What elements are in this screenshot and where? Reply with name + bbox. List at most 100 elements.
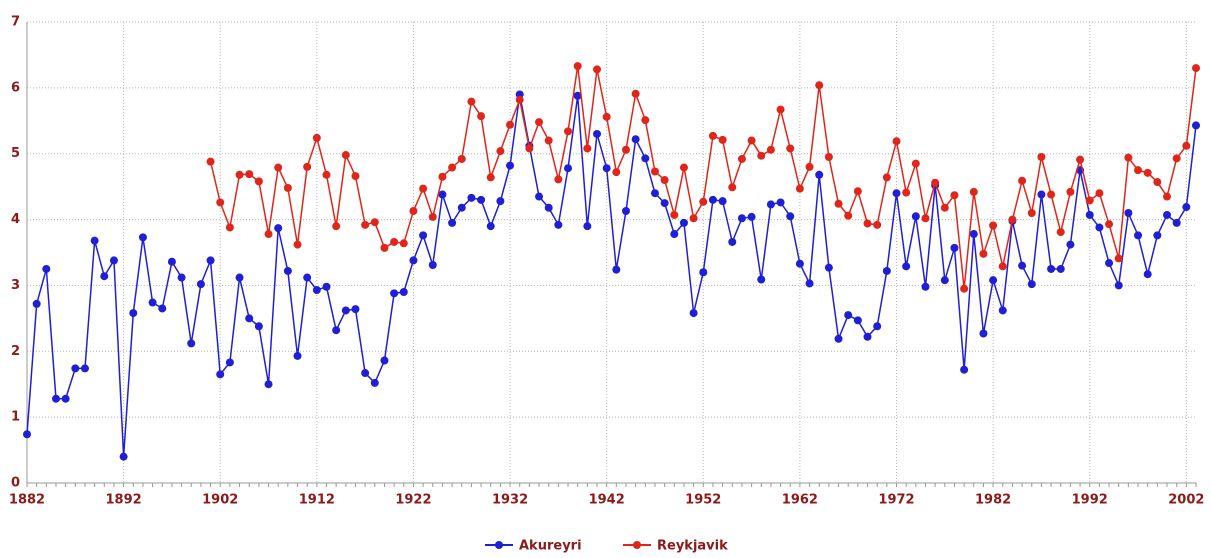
- data-point: [834, 199, 843, 208]
- y-tick-label: 5: [11, 146, 20, 161]
- data-point: [795, 259, 804, 268]
- data-point: [506, 161, 515, 170]
- data-point: [805, 279, 814, 288]
- x-tick-label: 1902: [202, 493, 238, 508]
- data-point: [380, 243, 389, 252]
- data-point: [641, 154, 650, 163]
- data-point: [544, 136, 553, 145]
- data-point: [786, 212, 795, 221]
- data-point: [882, 173, 891, 182]
- data-point: [1027, 280, 1036, 289]
- data-point: [254, 177, 263, 186]
- data-point: [902, 188, 911, 197]
- data-point: [312, 133, 321, 142]
- data-point: [979, 249, 988, 258]
- legend-label: Akureyri: [519, 539, 582, 554]
- data-point: [602, 112, 611, 121]
- data-point: [766, 200, 775, 209]
- data-point: [1182, 203, 1191, 212]
- data-point: [1047, 190, 1056, 199]
- data-point: [1143, 168, 1152, 177]
- data-point: [670, 210, 679, 219]
- data-point: [1192, 64, 1200, 73]
- data-point: [1163, 210, 1172, 219]
- data-point: [911, 159, 920, 168]
- data-point: [921, 282, 930, 291]
- data-point: [1172, 218, 1181, 227]
- x-tick-label: 1972: [878, 493, 914, 508]
- data-point: [51, 394, 60, 403]
- data-point: [989, 221, 998, 230]
- data-point: [699, 268, 708, 277]
- data-point: [689, 309, 698, 318]
- data-point: [1153, 231, 1162, 240]
- x-tick-label: 1982: [975, 493, 1011, 508]
- data-point: [815, 170, 824, 179]
- data-point: [873, 220, 882, 229]
- data-point: [496, 147, 505, 156]
- data-point: [998, 306, 1007, 315]
- data-point: [448, 163, 457, 172]
- data-point: [708, 131, 717, 140]
- y-tick-label: 2: [11, 344, 20, 359]
- data-point: [621, 207, 630, 216]
- data-point: [940, 276, 949, 285]
- data-point: [863, 219, 872, 228]
- data-point: [969, 187, 978, 196]
- data-point: [795, 184, 804, 193]
- data-point: [989, 276, 998, 285]
- data-point: [776, 198, 785, 207]
- data-point: [1085, 210, 1094, 219]
- data-point: [921, 214, 930, 223]
- y-tick-label: 4: [11, 212, 20, 227]
- x-tick-label: 1952: [685, 493, 721, 508]
- data-point: [80, 364, 89, 373]
- data-point: [718, 135, 727, 144]
- data-point: [438, 190, 447, 199]
- data-point: [361, 220, 370, 229]
- data-point: [979, 329, 988, 338]
- data-point: [1124, 208, 1133, 217]
- data-point: [409, 256, 418, 265]
- data-point: [390, 237, 399, 246]
- data-point: [593, 129, 602, 138]
- data-point: [1114, 254, 1123, 263]
- data-point: [119, 452, 128, 461]
- data-point: [409, 207, 418, 216]
- data-point: [312, 286, 321, 295]
- data-point: [245, 170, 254, 179]
- data-point: [535, 192, 544, 201]
- legend-dot: [633, 541, 641, 549]
- data-point: [863, 332, 872, 341]
- data-point: [573, 91, 582, 100]
- data-point: [351, 305, 360, 314]
- data-point: [689, 214, 698, 223]
- data-point: [206, 256, 215, 265]
- data-point: [969, 230, 978, 239]
- data-point: [776, 105, 785, 114]
- data-point: [834, 334, 843, 343]
- data-point: [225, 358, 234, 367]
- data-point: [747, 212, 756, 221]
- data-point: [380, 356, 389, 365]
- x-tick-label: 1892: [106, 493, 142, 508]
- data-point: [564, 164, 573, 173]
- data-point: [960, 284, 969, 293]
- data-point: [467, 193, 476, 202]
- data-point: [583, 222, 592, 231]
- y-tick-label: 1: [11, 410, 20, 425]
- data-point: [699, 197, 708, 206]
- data-point: [882, 266, 891, 275]
- data-point: [853, 316, 862, 325]
- data-point: [341, 306, 350, 315]
- x-tick-label: 1882: [9, 493, 45, 508]
- data-point: [332, 326, 341, 335]
- x-tick-label: 1922: [395, 493, 431, 508]
- data-point: [1008, 215, 1017, 224]
- data-point: [399, 239, 408, 248]
- y-tick-label: 0: [11, 476, 20, 491]
- x-tick-label: 2002: [1168, 493, 1204, 508]
- data-point: [1076, 155, 1085, 164]
- data-point: [1163, 192, 1172, 201]
- data-point: [245, 314, 254, 323]
